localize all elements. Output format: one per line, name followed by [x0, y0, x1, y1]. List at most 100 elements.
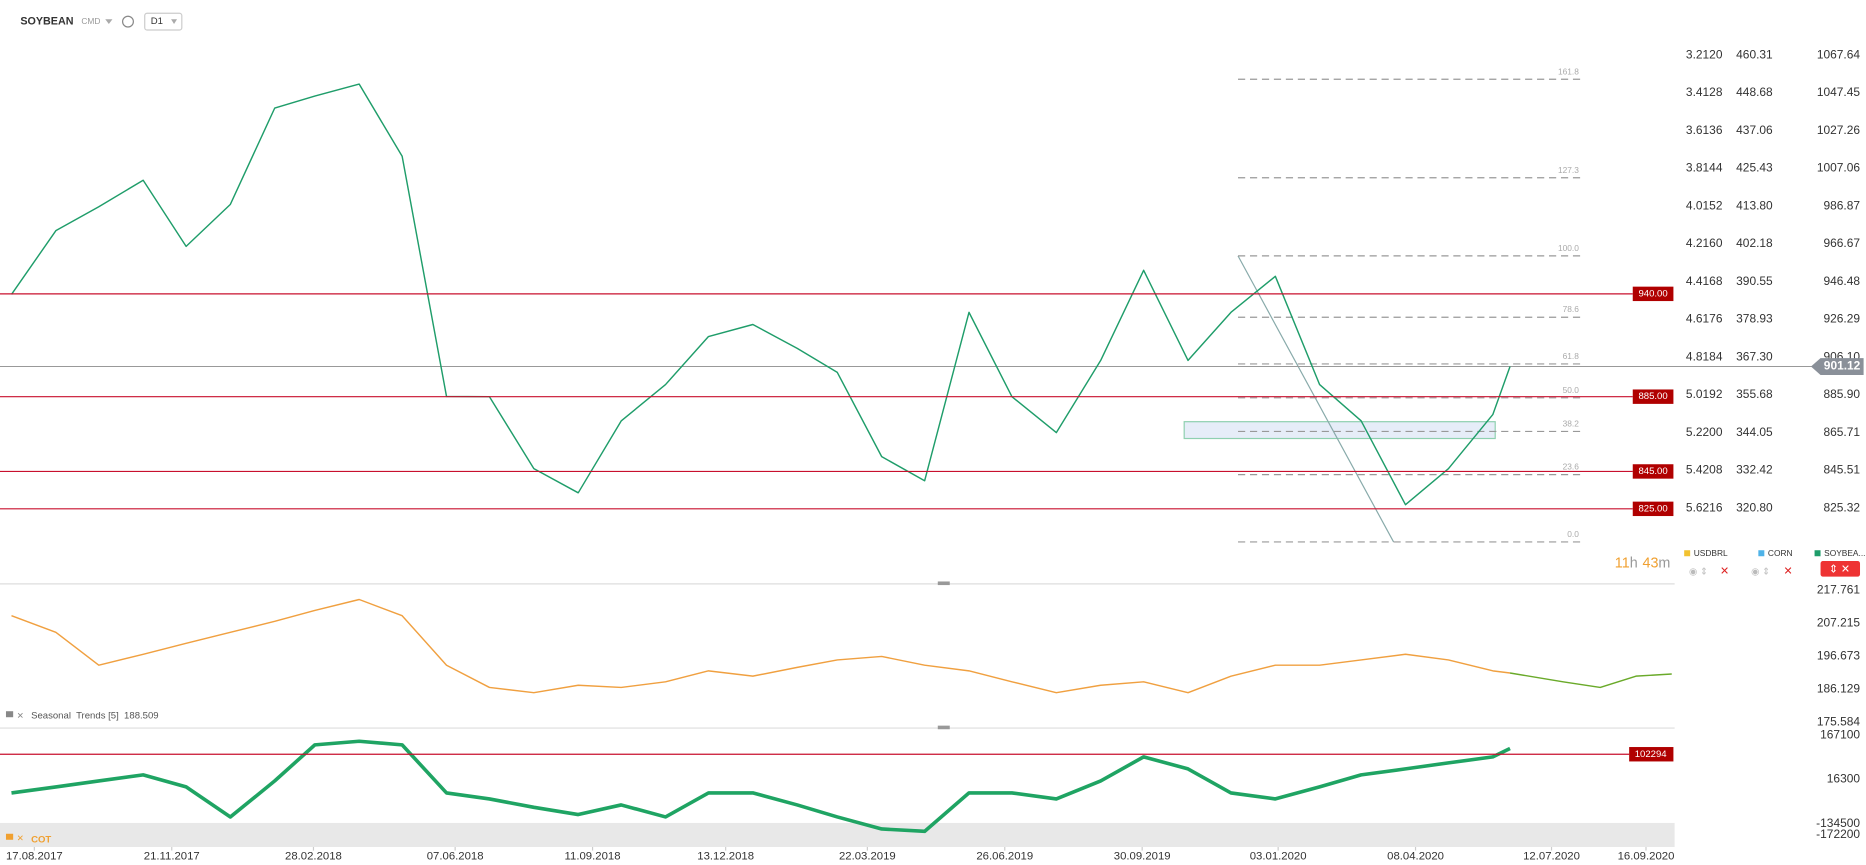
symbol[interactable]: SOYBEAN — [20, 15, 73, 27]
x-tick-label: 30.09.2019 — [1114, 851, 1171, 863]
y-tick-label: 437.06 — [1736, 123, 1773, 137]
y-tick-label: 1007.06 — [1817, 161, 1861, 175]
remove-icon[interactable]: ✕ — [1720, 566, 1729, 578]
interval[interactable]: D1 — [151, 16, 163, 27]
y-tick-label: 1047.45 — [1817, 85, 1861, 99]
y-tick-label: 5.4208 — [1686, 463, 1723, 477]
y-tick-label: 332.42 — [1736, 463, 1773, 477]
y-tick-label: 4.6176 — [1686, 312, 1723, 326]
legend-label: USDBRL — [1694, 548, 1728, 558]
cot-band — [0, 822, 1675, 847]
y-tick-label: 390.55 — [1736, 274, 1773, 288]
remove-icon[interactable]: ✕ — [1783, 566, 1792, 578]
minutes-unit: m — [1658, 555, 1670, 571]
y-tick-label: 845.51 — [1823, 463, 1860, 477]
hours: 11 — [1615, 555, 1630, 571]
y-tick-label: 344.05 — [1736, 425, 1773, 439]
y-tick-label: 402.18 — [1736, 236, 1773, 250]
y-tick-label: 367.30 — [1736, 349, 1773, 363]
fib-label: 38.2 — [1563, 418, 1580, 428]
remove-icon[interactable]: ⇕ ✕ — [1829, 563, 1850, 575]
y-tick-label: 186.129 — [1817, 682, 1861, 696]
y-tick-label: 4.4168 — [1686, 274, 1723, 288]
y-tick-label: 460.31 — [1736, 47, 1773, 61]
trend-line — [1237, 255, 1395, 543]
panel-icon[interactable] — [5, 833, 14, 840]
y-tick-label: 3.8144 — [1686, 161, 1723, 175]
y-tick-label: 175.584 — [1817, 715, 1861, 729]
x-tick-label: 22.03.2019 — [839, 851, 896, 863]
series-line — [1509, 672, 1672, 689]
level-label: 102294 — [1635, 749, 1668, 760]
y-tick-label: 355.68 — [1736, 387, 1773, 401]
y-tick-label: 5.2200 — [1686, 425, 1723, 439]
level-badge — [1632, 286, 1674, 302]
y-tick-label: 4.2160 — [1686, 236, 1723, 250]
close-icon[interactable]: ✕ — [17, 833, 24, 843]
market: CMD — [81, 16, 100, 26]
x-tick-label: 07.06.2018 — [427, 851, 484, 863]
y-tick-label: 448.68 — [1736, 85, 1773, 99]
y-tick-label: 413.80 — [1736, 198, 1773, 212]
x-tick-label: 21.11.2017 — [144, 851, 200, 863]
series-line — [11, 739, 1511, 834]
y-tick-label: 4.0152 — [1686, 198, 1723, 212]
fib-label: 61.8 — [1563, 351, 1580, 361]
fib-label: 161.8 — [1558, 66, 1579, 76]
series-controls[interactable] — [1820, 561, 1861, 577]
legend-label: CORN — [1768, 548, 1793, 558]
level-badge — [1632, 389, 1674, 404]
level-label: 885.00 — [1638, 391, 1667, 402]
y-tick-label: 3.4128 — [1686, 85, 1723, 99]
x-tick-label: 17.08.2017 — [6, 851, 63, 863]
level-label: 940.00 — [1638, 288, 1667, 299]
series-line — [11, 598, 1511, 694]
close-icon[interactable]: ✕ — [17, 710, 24, 720]
y-tick-label: 320.80 — [1736, 500, 1773, 514]
y-tick-label: 825.32 — [1823, 500, 1860, 514]
fib-label: 100.0 — [1558, 243, 1579, 253]
resize-handle[interactable] — [937, 725, 950, 730]
x-tick-label: 12.07.2020 — [1523, 851, 1580, 863]
y-tick-label: 5.6216 — [1686, 500, 1723, 514]
resize-handle[interactable] — [937, 581, 950, 586]
hours-unit: h — [1630, 555, 1638, 571]
fib-label: 78.6 — [1563, 304, 1580, 314]
y-tick-label: 1027.26 — [1817, 123, 1861, 137]
panel-label: COT — [31, 834, 51, 845]
info-icon[interactable] — [122, 15, 134, 28]
eye-icon[interactable]: ◉ ⇕ — [1689, 566, 1708, 577]
dropdown-icon[interactable] — [171, 19, 178, 25]
y-tick-label: -172200 — [1816, 827, 1860, 841]
y-tick-label: 3.6136 — [1686, 123, 1723, 137]
y-tick-label: 865.71 — [1823, 425, 1860, 439]
eye-icon[interactable]: ◉ ⇕ — [1751, 566, 1770, 577]
y-tick-label: 167100 — [1820, 727, 1860, 741]
y-tick-label: 16300 — [1827, 772, 1861, 786]
fib-label: 127.3 — [1558, 165, 1579, 175]
y-tick-label: 196.673 — [1817, 649, 1861, 663]
x-tick-label: 13.12.2018 — [697, 851, 754, 863]
y-tick-label: 926.29 — [1823, 312, 1860, 326]
y-tick-label: 378.93 — [1736, 312, 1773, 326]
panel-icon[interactable] — [5, 711, 14, 718]
legend-swatch — [1684, 550, 1691, 557]
x-tick-label: 28.02.2018 — [285, 851, 342, 863]
legend-swatch — [1758, 550, 1765, 557]
level-label: 825.00 — [1638, 503, 1667, 514]
level-badge — [1632, 501, 1674, 517]
fib-label: 23.6 — [1563, 462, 1580, 472]
fib-label: 50.0 — [1563, 385, 1580, 395]
countdown: 11h 43m — [1615, 555, 1671, 571]
minutes: 43 — [1642, 555, 1658, 571]
dropdown-icon[interactable] — [105, 19, 113, 25]
x-tick-label: 26.06.2019 — [976, 851, 1033, 863]
last-price-label: 901.12 — [1824, 359, 1861, 373]
y-tick-label: 4.8184 — [1686, 349, 1723, 363]
interval-select[interactable] — [144, 12, 183, 31]
x-tick-label: 03.01.2020 — [1250, 851, 1307, 863]
legend-label: SOYBEA... — [1824, 548, 1865, 558]
level-badge — [1629, 747, 1674, 762]
x-tick-label: 16.09.2020 — [1618, 851, 1675, 863]
